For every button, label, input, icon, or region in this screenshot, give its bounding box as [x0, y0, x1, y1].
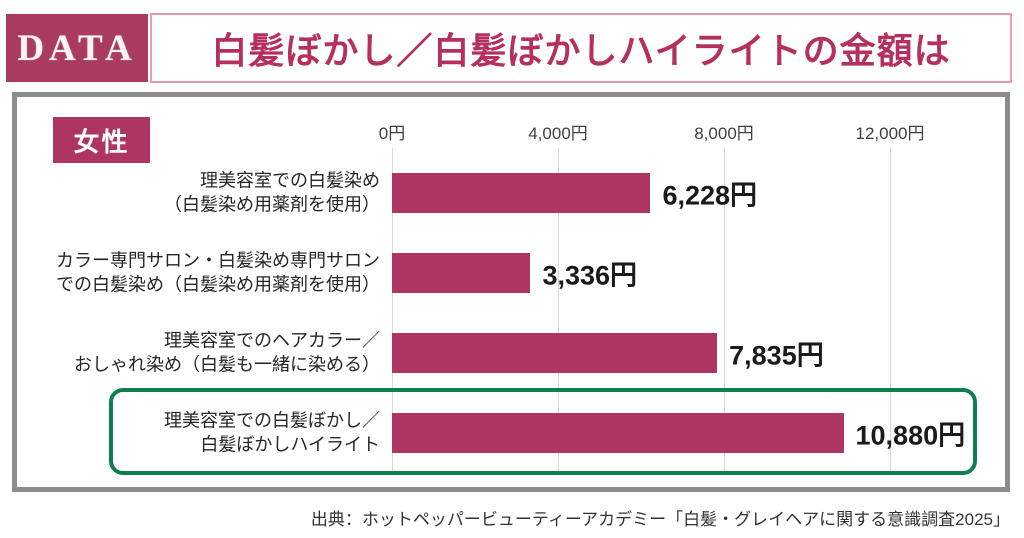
chart-panel: 女性 0円 4,000円 8,000円 12,000円理美容室での白髪染め （白髪染め用…: [12, 92, 1010, 492]
bar-value-label: 10,880円: [855, 420, 966, 451]
bar-value-label: 7,835円: [729, 340, 824, 371]
category-label: 理美容室での白髪染め （白髪染め用薬剤を使用）: [164, 170, 380, 215]
category-label: 理美容室でのヘアカラー／ おしゃれ染め（白髪も一緒に染める）: [74, 330, 380, 375]
axis-tick-label: 4,000円: [528, 124, 588, 143]
gridline: [724, 148, 725, 472]
axis-tick-label: 12,000円: [855, 124, 925, 143]
bar: [392, 253, 530, 293]
data-badge: DATA: [6, 14, 148, 82]
bar-value-label: 3,336円: [542, 260, 638, 291]
category-label: 理美容室での白髪ぼかし／ 白髪ぼかしハイライト: [164, 410, 380, 455]
bar: [392, 173, 650, 213]
page-title: 白髪ぼかし／白髪ぼかしハイライトの金額は: [211, 30, 951, 71]
title-box: 白髪ぼかし／白髪ぼかしハイライトの金額は: [150, 13, 1012, 83]
bar-chart: 0円 4,000円 8,000円 12,000円理美容室での白髪染め （白髪染め用薬剤を…: [17, 97, 1005, 487]
bar-value-label: 6,228円: [662, 180, 758, 211]
source-citation: 出典：ホットペッパービューティーアカデミー「白髪・グレイヘアに関する意識調査20…: [310, 510, 1010, 529]
group-badge-female: 女性: [53, 117, 150, 163]
bar: [392, 413, 844, 453]
axis-tick-label: 8,000円: [694, 124, 754, 143]
bar: [392, 333, 717, 373]
gridline: [558, 148, 559, 472]
gridline: [392, 148, 393, 472]
gridline: [890, 148, 891, 472]
axis-tick-label: 0円: [378, 124, 406, 143]
category-label: カラー専門サロン・白髪染め専門サロン での白髪染め（白髪染め用薬剤を使用）: [56, 250, 380, 295]
